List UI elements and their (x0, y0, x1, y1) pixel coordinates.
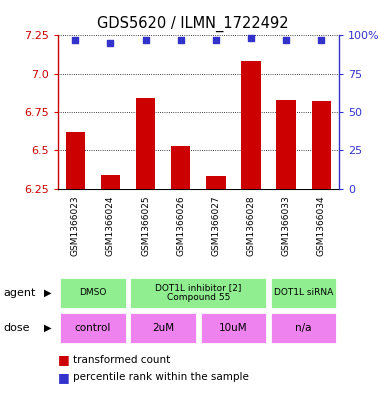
Bar (101, 175, 120, 189)
Text: GSM1366027: GSM1366027 (211, 196, 220, 256)
Text: GSM1366025: GSM1366025 (141, 196, 150, 256)
Bar (200, 312, 267, 344)
Text: ▶: ▶ (44, 323, 52, 333)
Text: GSM1366026: GSM1366026 (176, 196, 185, 256)
Text: GSM1366034: GSM1366034 (317, 196, 326, 256)
Bar (241, 61, 261, 189)
Point (283, 37, 289, 43)
Bar (276, 100, 296, 189)
Text: GSM1366023: GSM1366023 (71, 196, 80, 256)
Bar (129, 312, 197, 344)
Point (142, 37, 149, 43)
Point (72, 37, 79, 43)
Bar (171, 146, 190, 189)
Bar (270, 277, 337, 309)
Bar (270, 312, 337, 344)
Point (248, 35, 254, 42)
Text: DMSO: DMSO (79, 288, 107, 297)
Bar (136, 98, 155, 189)
Point (177, 37, 184, 43)
Text: percentile rank within the sample: percentile rank within the sample (73, 372, 249, 382)
Text: GSM1366028: GSM1366028 (246, 196, 256, 256)
Bar (59, 312, 127, 344)
Text: ▶: ▶ (44, 288, 52, 298)
Text: DOT1L inhibitor [2]
Compound 55: DOT1L inhibitor [2] Compound 55 (155, 283, 241, 303)
Bar (206, 176, 226, 189)
Bar (59, 277, 127, 309)
Text: dose: dose (4, 323, 30, 333)
Point (107, 40, 114, 46)
Point (318, 37, 324, 43)
Point (213, 37, 219, 43)
Bar (311, 101, 331, 189)
Text: GDS5620 / ILMN_1722492: GDS5620 / ILMN_1722492 (97, 16, 288, 32)
Bar (66, 132, 85, 189)
Text: control: control (75, 323, 111, 333)
Text: GSM1366033: GSM1366033 (281, 196, 291, 256)
Text: ■: ■ (58, 353, 70, 366)
Text: transformed count: transformed count (73, 354, 171, 365)
Text: 2uM: 2uM (152, 323, 174, 333)
Text: 10uM: 10uM (219, 323, 248, 333)
Text: n/a: n/a (295, 323, 312, 333)
Text: agent: agent (4, 288, 36, 298)
Text: GSM1366024: GSM1366024 (106, 196, 115, 256)
Text: DOT1L siRNA: DOT1L siRNA (274, 288, 333, 297)
Text: ■: ■ (58, 371, 70, 384)
Bar (129, 277, 267, 309)
